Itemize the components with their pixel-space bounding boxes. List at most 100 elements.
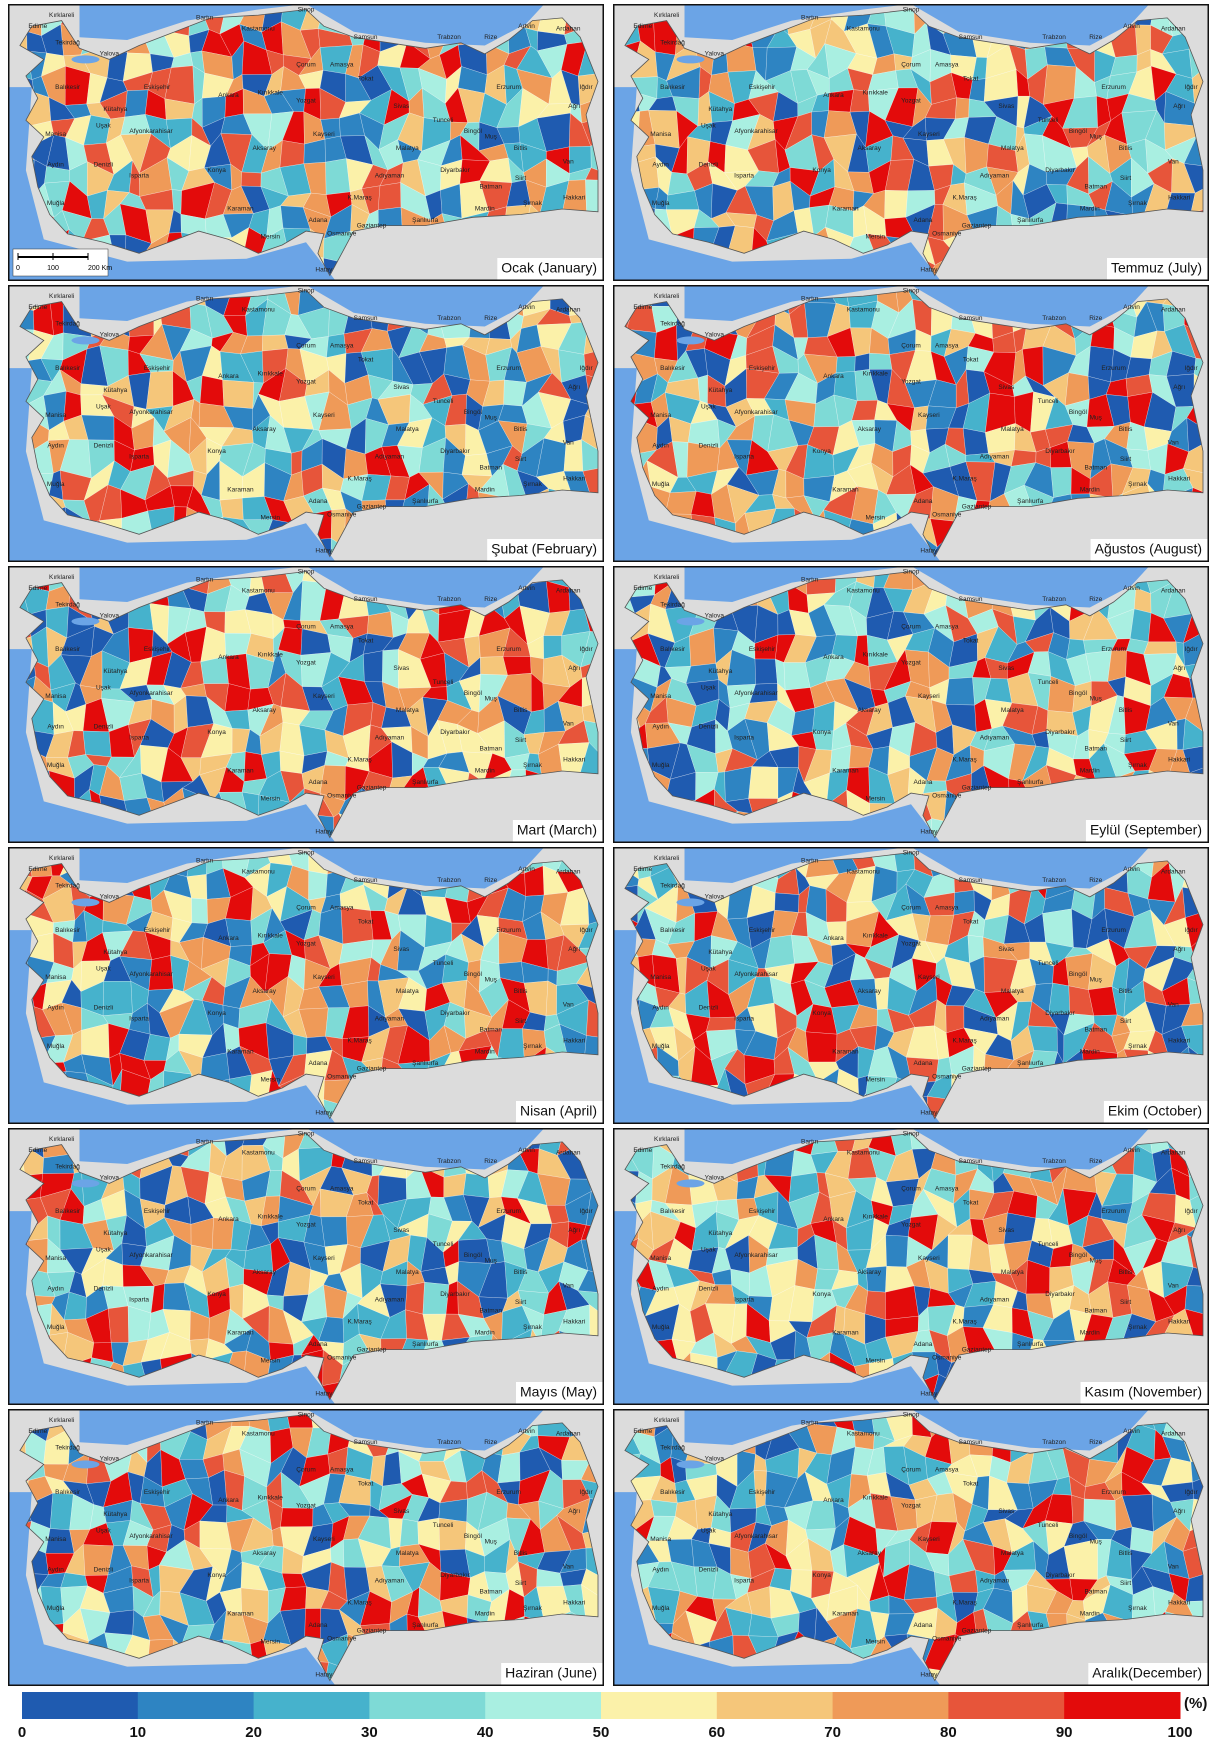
marmara-sea (71, 1179, 99, 1187)
city-label: Ardahan (556, 26, 581, 33)
city-label: Trabzon (1042, 34, 1066, 41)
city-label: Isparta (734, 1296, 754, 1303)
city-label: Iğdır (580, 84, 594, 91)
city-label: Tokat (963, 638, 979, 645)
city-label: Afyonkarahisar (129, 971, 173, 978)
city-label: Gaziantep (962, 784, 992, 791)
city-label: Ankara (823, 654, 844, 661)
city-label: Kütahya (103, 1511, 127, 1518)
city-label: Kırklareli (654, 293, 679, 300)
city-label: Kayseri (918, 1255, 940, 1262)
city-label: Adıyaman (980, 734, 1010, 741)
city-label: Yalova (705, 894, 725, 901)
city-label: Ağrı (1173, 665, 1185, 672)
city-label: Aksaray (253, 1269, 277, 1276)
city-label: Trabzon (437, 877, 461, 884)
city-label: Tunceli (433, 679, 454, 686)
city-label: Aydın (47, 1566, 64, 1573)
city-label: Kırklareli (654, 574, 679, 581)
city-label: Artvin (518, 585, 535, 592)
district-cell (223, 380, 254, 409)
city-label: Gaziantep (357, 1627, 387, 1634)
city-label: Gaziantep (357, 784, 387, 791)
city-label: Muş (485, 134, 498, 141)
district-cell (885, 1286, 918, 1320)
city-label: Tunceli (1038, 679, 1059, 686)
city-label: Edirne (633, 866, 652, 873)
city-label: Uşak (701, 1247, 717, 1254)
city-label: Mardin (1080, 768, 1100, 775)
city-label: Iğdır (1185, 84, 1199, 91)
city-label: Kayseri (313, 1536, 335, 1543)
city-label: Siirt (515, 737, 526, 744)
city-label: Isparta (734, 734, 754, 741)
marmara-sea (676, 898, 704, 906)
city-label: Uşak (701, 404, 717, 411)
city-label: Muğla (652, 1324, 670, 1331)
marmara-sea (676, 617, 704, 625)
city-label: Edirne (28, 1428, 47, 1435)
panel-label: Ocak (January) (501, 260, 597, 276)
scale-bar-label: 200 Km (88, 265, 112, 272)
city-label: Artvin (1123, 1147, 1140, 1154)
city-label: Ardahan (1161, 588, 1186, 595)
city-label: Ankara (823, 1216, 844, 1223)
district-cell (775, 893, 800, 913)
city-label: Gaziantep (962, 1065, 992, 1072)
city-label: Denizli (94, 161, 114, 168)
city-label: Mardin (475, 1611, 495, 1618)
city-label: Bitlis (514, 988, 528, 995)
city-label: Hatay (315, 267, 333, 274)
city-label: Isparta (734, 1015, 754, 1022)
city-label: Rize (484, 315, 497, 322)
city-label: Trabzon (1042, 596, 1066, 603)
city-label: Diyarbakır (1045, 729, 1075, 736)
city-label: Aydın (652, 442, 669, 449)
city-label: Şanlıurfa (412, 1341, 438, 1348)
city-label: Bartın (801, 1139, 819, 1146)
district-cell (885, 190, 908, 219)
city-label: Trabzon (437, 315, 461, 322)
city-label: Kütahya (708, 387, 732, 394)
city-label: Eskişehir (144, 365, 171, 372)
city-label: Amasya (330, 1186, 354, 1193)
city-label: Bartın (801, 296, 819, 303)
city-label: Şanlıurfa (1017, 1060, 1043, 1067)
city-label: Adana (914, 217, 933, 224)
city-label: Tokat (358, 919, 374, 926)
district-cell (1043, 909, 1074, 948)
city-label: Aksaray (858, 145, 882, 152)
city-label: Muğla (652, 1043, 670, 1050)
marmara-sea (71, 55, 99, 63)
city-label: Isparta (129, 734, 149, 741)
city-label: Uşak (701, 685, 717, 692)
city-label: Bitlis (1119, 426, 1133, 433)
city-label: Ankara (218, 373, 239, 380)
city-label: Ankara (823, 935, 844, 942)
city-label: Trabzon (1042, 877, 1066, 884)
city-label: Aksaray (253, 426, 277, 433)
city-label: Afyonkarahisar (734, 690, 778, 697)
city-label: Ardahan (556, 869, 581, 876)
city-label: Mardin (475, 768, 495, 775)
city-label: Yalova (100, 1175, 120, 1182)
city-label: Muş (485, 1539, 498, 1546)
city-label: Muş (1090, 696, 1103, 703)
city-label: Siirt (515, 1580, 526, 1587)
city-label: Karaman (832, 206, 859, 213)
city-label: Eskişehir (749, 646, 776, 653)
city-label: Bartın (196, 15, 214, 22)
city-label: Malatya (396, 1550, 419, 1557)
city-label: Osmaniye (327, 231, 357, 238)
city-label: Sinop (298, 1411, 315, 1418)
city-label: Tokat (963, 357, 979, 364)
city-label: Manisa (45, 693, 66, 700)
city-label: Hakkari (563, 1319, 585, 1326)
city-label: Artvin (518, 1147, 535, 1154)
city-label: Yalova (705, 613, 725, 620)
city-label: Kırklareli (49, 1136, 74, 1143)
city-label: Gaziantep (357, 222, 387, 229)
city-label: Gaziantep (962, 222, 992, 229)
city-label: Edirne (28, 304, 47, 311)
city-label: Osmaniye (932, 1355, 962, 1362)
